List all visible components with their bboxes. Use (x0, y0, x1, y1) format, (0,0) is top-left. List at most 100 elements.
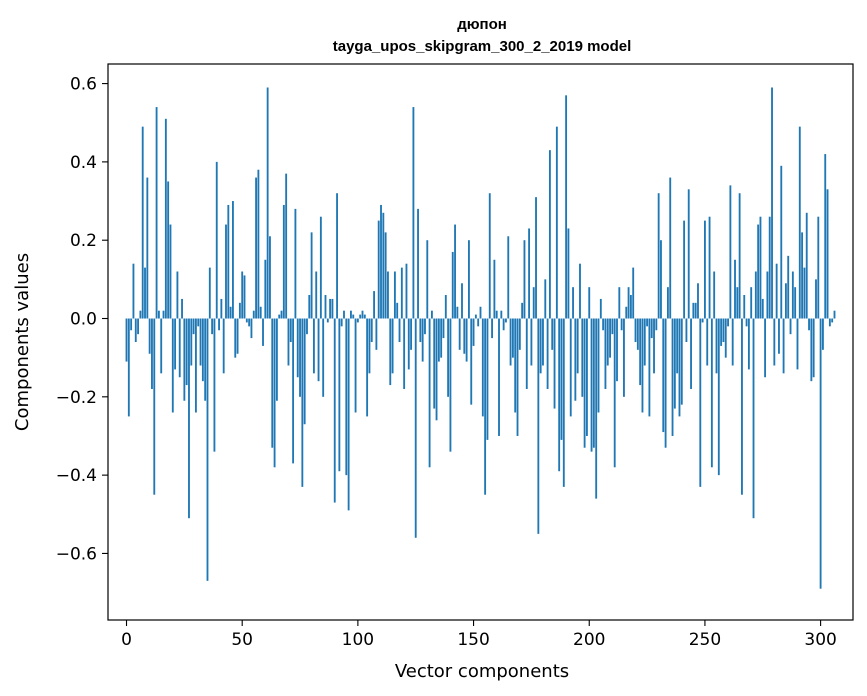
bar (664, 318, 667, 448)
bar (775, 263, 778, 319)
bar (356, 318, 359, 323)
bar (498, 318, 500, 436)
bar (350, 310, 352, 319)
bar (803, 267, 806, 319)
y-tick-label: −0.2 (56, 388, 97, 408)
bar (567, 228, 570, 319)
bar (680, 318, 683, 405)
bar (151, 318, 153, 389)
bar (130, 318, 133, 331)
bar (484, 318, 487, 495)
bar (789, 318, 792, 335)
bar (199, 318, 202, 366)
bar (509, 318, 512, 366)
bar (502, 318, 505, 331)
bar (831, 318, 834, 323)
bar (525, 318, 528, 389)
bar (530, 318, 533, 366)
bar (583, 318, 586, 448)
bar (236, 318, 239, 354)
bar (752, 318, 755, 519)
bar (627, 287, 630, 319)
bar (694, 302, 697, 319)
bar (232, 201, 234, 319)
bar (757, 224, 760, 319)
bar (486, 318, 489, 440)
bar (764, 318, 767, 378)
bar (306, 318, 308, 335)
bar (611, 318, 614, 335)
y-axis-ticks: −0.6 −0.4 −0.2 0.0 0.2 0.4 0.6 (56, 75, 108, 564)
bar (717, 318, 720, 476)
bar (815, 279, 817, 319)
chart-title: дюпон (457, 16, 507, 33)
bar (368, 318, 371, 374)
bar (275, 318, 278, 401)
bar (303, 318, 306, 425)
bar (289, 318, 292, 342)
bar (468, 240, 470, 319)
bar (648, 318, 651, 417)
bar (805, 212, 808, 319)
bar (449, 318, 452, 452)
bar (824, 154, 827, 319)
bar (185, 318, 188, 386)
bar (141, 126, 144, 319)
bar (444, 295, 447, 319)
bar (479, 306, 482, 319)
bar (666, 287, 669, 319)
bar (683, 220, 686, 319)
bar (701, 318, 704, 323)
bar (511, 318, 514, 358)
bar (491, 318, 493, 339)
bar (546, 318, 549, 389)
bar (706, 318, 709, 366)
bar (380, 204, 382, 319)
bar (766, 271, 769, 319)
bar (560, 318, 563, 440)
bar (206, 318, 209, 581)
x-tick-label: 150 (457, 630, 489, 650)
bars-group (125, 87, 836, 589)
bar (671, 318, 674, 436)
bar (396, 302, 399, 319)
bar (699, 318, 702, 487)
bar (421, 318, 424, 362)
bar (516, 318, 519, 436)
bar (708, 216, 711, 319)
y-tick-label: 0.4 (70, 153, 97, 173)
bar (312, 318, 315, 374)
bar (280, 310, 283, 319)
bar (817, 216, 820, 319)
bar (176, 271, 179, 319)
y-tick-label: −0.6 (56, 544, 97, 564)
bar (393, 271, 396, 319)
bar (257, 169, 260, 319)
bar (551, 318, 554, 350)
bar (750, 287, 753, 319)
bar (273, 318, 276, 468)
bar (537, 318, 540, 534)
bar (225, 224, 227, 319)
y-axis-label: Components values (12, 253, 33, 431)
bar (324, 295, 327, 319)
bar (618, 287, 621, 319)
bar (650, 318, 653, 339)
x-axis-label: Vector components (395, 661, 569, 682)
bar (259, 306, 262, 319)
bar (493, 259, 496, 319)
bar (375, 318, 378, 350)
bar (252, 310, 255, 319)
bar (447, 318, 450, 397)
bar (528, 228, 531, 319)
bar (734, 259, 736, 319)
bar (794, 287, 797, 319)
bar (787, 255, 790, 319)
bar (729, 185, 732, 319)
bar (220, 298, 223, 319)
bar (798, 126, 801, 319)
bar (555, 126, 558, 319)
bar (595, 318, 598, 499)
bar (673, 318, 676, 409)
